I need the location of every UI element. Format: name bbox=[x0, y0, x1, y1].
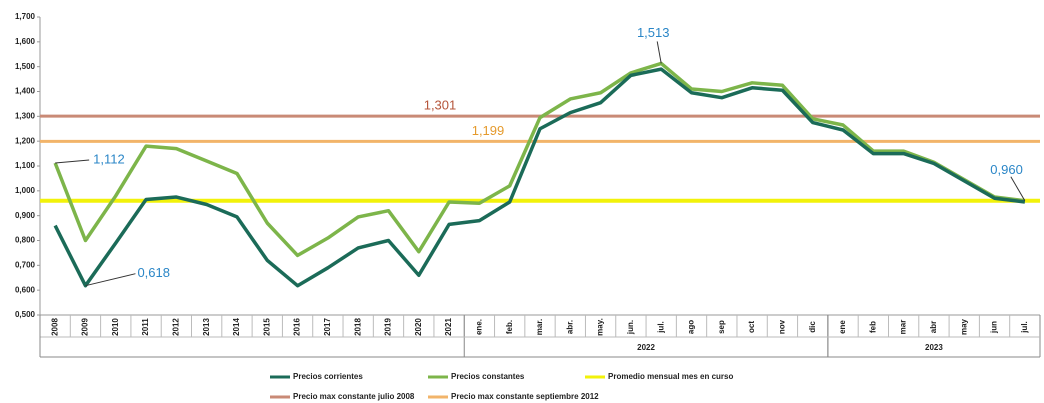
y-tick-label: 1,700 bbox=[15, 12, 36, 21]
legend-label: Precios constantes bbox=[451, 372, 525, 381]
x-tick-label: 2012 bbox=[171, 318, 180, 336]
y-tick-label: 1,500 bbox=[15, 62, 36, 71]
x-tick-label: may. bbox=[596, 318, 605, 336]
series-line bbox=[53, 61, 1026, 258]
group-label: 2023 bbox=[925, 343, 943, 352]
x-tick-label: may bbox=[959, 318, 968, 335]
x-tick-label: 2014 bbox=[232, 318, 241, 336]
y-tick-label: 1,100 bbox=[15, 161, 36, 170]
x-tick-label: 2010 bbox=[111, 318, 120, 336]
y-tick-label: 1,300 bbox=[15, 111, 36, 120]
y-tick-label: 0,600 bbox=[15, 285, 36, 294]
value-label: 1,513 bbox=[637, 25, 670, 40]
y-tick-label: 0,900 bbox=[15, 211, 36, 220]
y-tick-label: 0,500 bbox=[15, 310, 36, 319]
x-tick-label: ene bbox=[838, 320, 847, 334]
x-tick-label: 2008 bbox=[50, 318, 59, 336]
x-tick-label: ene. bbox=[475, 319, 484, 335]
x-tick-label: feb. bbox=[505, 320, 514, 334]
x-tick-label: ago bbox=[687, 320, 696, 334]
reference-label: 1,301 bbox=[424, 98, 457, 113]
x-tick-label: feb bbox=[868, 321, 877, 333]
x-tick-label: sep bbox=[717, 320, 726, 334]
y-tick-label: 0,800 bbox=[15, 236, 36, 245]
value-label: 0,960 bbox=[990, 162, 1023, 177]
x-tick-label: 2009 bbox=[81, 318, 90, 336]
x-tick-label: dic bbox=[808, 321, 817, 333]
leader-line bbox=[55, 159, 90, 164]
x-tick-label: 2021 bbox=[444, 318, 453, 336]
group-label: 2022 bbox=[637, 343, 655, 352]
x-tick-label: 2011 bbox=[141, 318, 150, 336]
x-tick-label: 2016 bbox=[293, 318, 302, 336]
leader-line bbox=[85, 273, 136, 287]
x-tick-label: 2015 bbox=[262, 318, 271, 336]
legend-label: Precio max constante julio 2008 bbox=[293, 392, 415, 401]
y-tick-label: 1,400 bbox=[15, 87, 36, 96]
legend-label: Precios corrientes bbox=[293, 372, 363, 381]
y-tick-label: 1,000 bbox=[15, 186, 36, 195]
x-tick-label: abr. bbox=[565, 320, 574, 334]
x-tick-label: 2018 bbox=[353, 318, 362, 336]
x-tick-label: 2020 bbox=[414, 318, 423, 336]
y-tick-label: 1,600 bbox=[15, 37, 36, 46]
x-tick-label: jun. bbox=[626, 320, 635, 335]
value-label: 0,618 bbox=[137, 265, 170, 280]
series-line bbox=[53, 67, 1026, 288]
y-tick-label: 0,700 bbox=[15, 260, 36, 269]
x-tick-label: 2013 bbox=[202, 318, 211, 336]
leader-line bbox=[656, 41, 662, 64]
x-tick-label: mar bbox=[899, 320, 908, 335]
value-label: 1,112 bbox=[93, 151, 125, 166]
x-tick-label: jul. bbox=[1020, 321, 1029, 334]
x-tick-label: 2017 bbox=[323, 318, 332, 336]
reference-label: 1,199 bbox=[472, 123, 505, 138]
y-tick-label: 1,200 bbox=[15, 136, 36, 145]
x-tick-label: mar. bbox=[535, 319, 544, 335]
x-tick-label: 2019 bbox=[384, 318, 393, 336]
x-tick-label: abr bbox=[929, 321, 938, 333]
x-tick-label: jul. bbox=[656, 321, 665, 334]
leader-line bbox=[1010, 176, 1026, 202]
x-tick-label: nov bbox=[778, 319, 787, 334]
x-tick-label: oct bbox=[747, 321, 756, 333]
legend-label: Promedio mensual mes en curso bbox=[608, 372, 733, 381]
x-tick-label: jun bbox=[990, 321, 999, 334]
legend-label: Precio max constante septiembre 2012 bbox=[451, 392, 599, 401]
